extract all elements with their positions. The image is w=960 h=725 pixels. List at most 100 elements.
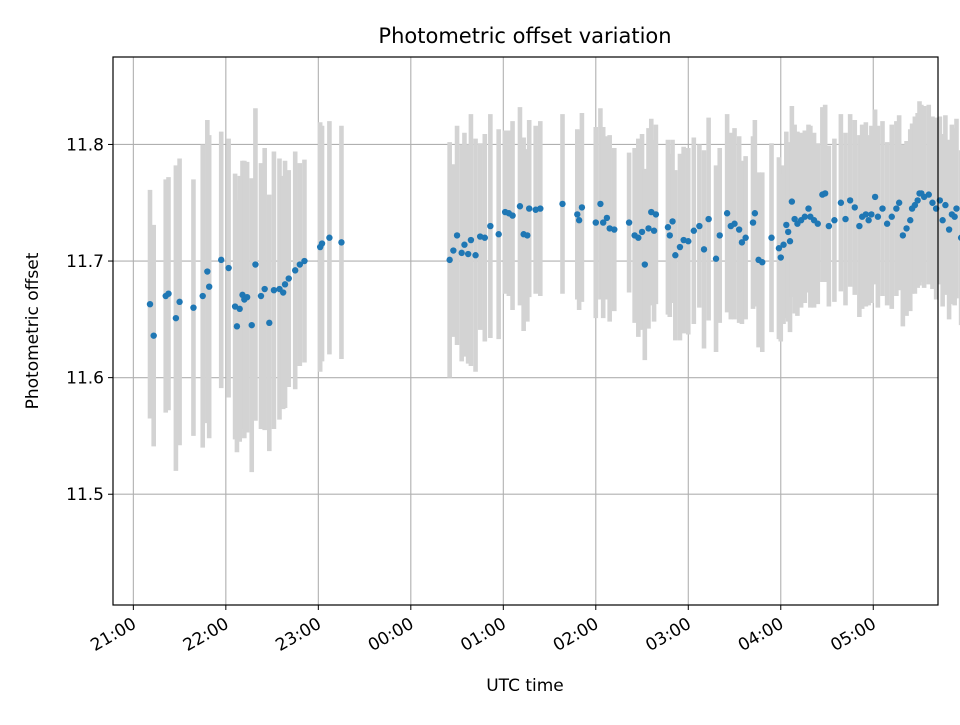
data-point — [461, 241, 468, 248]
data-point — [814, 220, 821, 227]
data-point — [888, 213, 895, 220]
data-point — [929, 199, 936, 206]
data-point — [951, 213, 958, 220]
data-point — [742, 234, 749, 241]
y-tick-label: 11.5 — [66, 485, 104, 505]
data-point — [939, 217, 946, 224]
data-point — [301, 257, 308, 265]
data-point — [638, 228, 646, 236]
data-point — [735, 226, 743, 233]
data-point — [650, 227, 658, 234]
data-point — [464, 250, 472, 258]
data-point — [599, 219, 607, 226]
data-point — [846, 197, 854, 204]
data-point — [780, 241, 787, 248]
data-point — [172, 314, 180, 322]
data-point — [723, 210, 731, 217]
data-point — [784, 228, 792, 236]
data-point — [914, 197, 921, 204]
data-point — [749, 219, 757, 226]
data-point — [450, 247, 457, 254]
data-point — [603, 214, 611, 222]
data-point — [676, 243, 684, 251]
data-point — [783, 221, 790, 229]
data-point — [791, 215, 798, 223]
data-point — [509, 212, 516, 219]
data-point — [645, 225, 652, 232]
data-point — [883, 220, 891, 227]
data-point — [865, 217, 872, 224]
data-point — [270, 286, 278, 294]
data-point — [592, 219, 599, 226]
data-point — [837, 199, 845, 206]
data-point — [625, 219, 633, 226]
data-point — [874, 213, 882, 220]
data-point — [204, 268, 211, 275]
data-point — [696, 222, 703, 230]
y-axis-label: Photometric offset — [23, 252, 43, 409]
data-point — [716, 232, 723, 239]
data-point — [775, 245, 783, 252]
data-point — [953, 205, 960, 212]
data-point — [279, 289, 287, 296]
data-point — [903, 225, 910, 232]
data-point — [326, 234, 333, 241]
data-point — [205, 283, 213, 290]
data-point — [652, 211, 660, 218]
data-point — [225, 264, 232, 272]
data-point — [199, 292, 206, 300]
data-point — [611, 226, 618, 233]
data-point — [318, 240, 326, 247]
data-point — [524, 232, 531, 239]
data-point — [150, 332, 157, 339]
data-point — [690, 227, 698, 234]
data-point — [281, 281, 289, 288]
data-point — [899, 232, 907, 239]
data-point — [759, 259, 766, 266]
data-point — [669, 218, 676, 225]
data-point — [907, 217, 914, 224]
data-point — [559, 200, 566, 208]
data-points — [146, 190, 960, 339]
data-point — [879, 205, 886, 212]
data-point — [338, 239, 345, 246]
data-point — [664, 224, 672, 231]
data-point — [537, 205, 544, 212]
y-tick-label: 11.7 — [66, 252, 104, 272]
data-point — [481, 234, 489, 241]
data-point — [495, 231, 502, 238]
data-point — [672, 252, 679, 259]
data-point — [786, 238, 794, 245]
data-point — [292, 267, 299, 274]
data-point — [862, 211, 870, 218]
data-point — [821, 190, 829, 197]
data-point — [911, 201, 919, 209]
data-point — [777, 254, 784, 261]
data-point — [467, 236, 475, 244]
data-point — [146, 300, 154, 308]
data-point — [842, 215, 849, 223]
data-point — [635, 234, 642, 241]
data-point — [705, 215, 712, 223]
chart-title: Photometric offset variation — [378, 24, 671, 48]
data-point — [190, 304, 197, 311]
data-point — [525, 205, 533, 212]
data-point — [236, 305, 243, 313]
data-point — [801, 213, 809, 220]
data-point — [165, 290, 172, 297]
data-point — [261, 285, 268, 293]
data-point — [285, 275, 292, 282]
data-point — [487, 222, 494, 230]
data-point — [574, 211, 581, 218]
data-point — [831, 217, 838, 224]
data-point — [738, 239, 746, 246]
data-point — [597, 200, 604, 208]
data-point — [252, 261, 259, 268]
data-point — [893, 205, 900, 212]
data-point — [925, 191, 932, 198]
data-point — [641, 261, 649, 268]
data-point — [453, 232, 461, 239]
data-point — [851, 204, 858, 211]
data-point — [248, 321, 255, 329]
